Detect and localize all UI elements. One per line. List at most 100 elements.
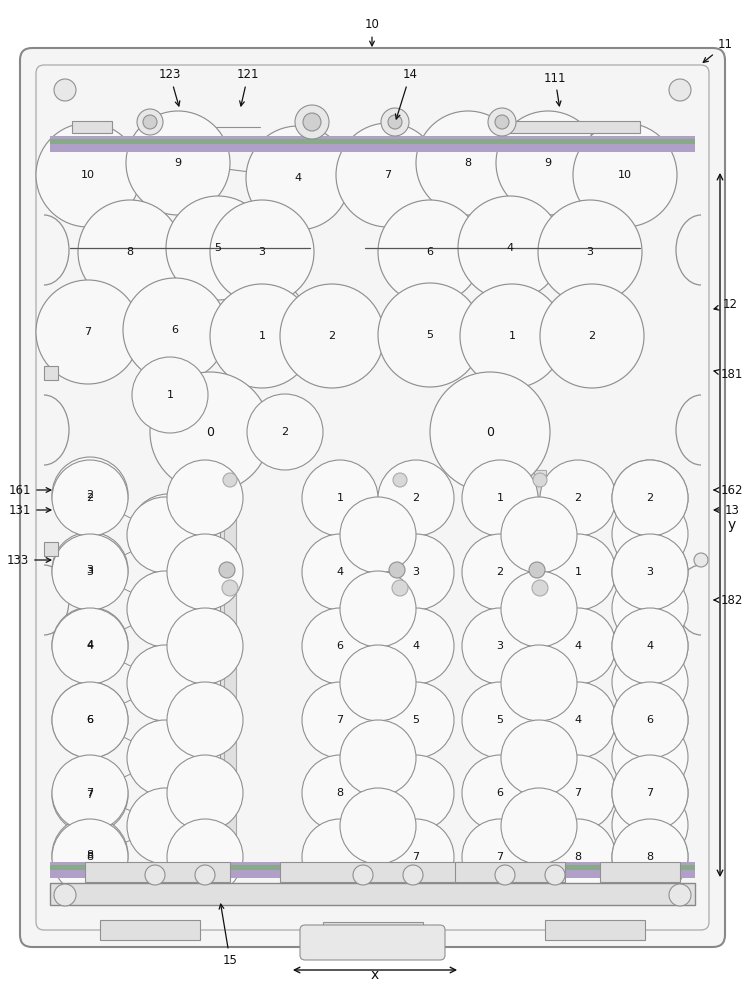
Circle shape xyxy=(378,755,454,831)
Text: 4: 4 xyxy=(507,243,513,253)
Circle shape xyxy=(540,755,616,831)
Circle shape xyxy=(195,865,215,885)
Circle shape xyxy=(430,372,550,492)
Circle shape xyxy=(210,200,314,304)
Text: 2: 2 xyxy=(647,493,653,503)
Text: 0: 0 xyxy=(206,426,214,438)
Circle shape xyxy=(378,283,482,387)
Circle shape xyxy=(540,682,616,758)
Bar xyxy=(545,920,645,940)
Text: 3: 3 xyxy=(86,565,94,575)
Circle shape xyxy=(52,457,128,533)
Text: 7: 7 xyxy=(84,327,92,337)
Text: 1: 1 xyxy=(574,567,582,577)
Circle shape xyxy=(127,788,203,864)
Circle shape xyxy=(612,819,688,895)
Circle shape xyxy=(295,105,329,139)
Circle shape xyxy=(52,534,128,610)
Circle shape xyxy=(496,111,600,215)
Circle shape xyxy=(302,682,378,758)
Circle shape xyxy=(167,755,243,831)
Circle shape xyxy=(52,460,128,536)
Text: 4: 4 xyxy=(86,641,94,651)
Text: 161: 161 xyxy=(9,484,51,496)
Circle shape xyxy=(378,460,454,536)
Text: 8: 8 xyxy=(86,850,94,860)
Circle shape xyxy=(612,755,688,831)
Text: 8: 8 xyxy=(574,852,582,862)
Circle shape xyxy=(612,819,688,895)
Circle shape xyxy=(247,394,323,470)
Circle shape xyxy=(612,608,688,684)
Text: 7: 7 xyxy=(337,715,343,725)
Text: 1: 1 xyxy=(509,331,516,341)
Circle shape xyxy=(462,460,538,536)
Circle shape xyxy=(126,111,230,215)
Text: 4: 4 xyxy=(574,715,582,725)
Text: 7: 7 xyxy=(647,788,653,798)
Circle shape xyxy=(132,357,208,433)
Bar xyxy=(50,862,695,865)
Bar xyxy=(100,920,200,940)
Text: 8: 8 xyxy=(647,852,653,862)
Circle shape xyxy=(501,720,577,796)
Circle shape xyxy=(302,608,378,684)
Text: 8: 8 xyxy=(464,158,472,168)
Circle shape xyxy=(52,608,128,684)
Circle shape xyxy=(669,884,691,906)
Circle shape xyxy=(612,496,688,572)
Text: 6: 6 xyxy=(86,715,94,725)
Circle shape xyxy=(545,865,565,885)
Circle shape xyxy=(36,280,140,384)
Text: 131: 131 xyxy=(9,504,51,516)
Circle shape xyxy=(378,819,454,895)
Text: 10: 10 xyxy=(618,170,632,180)
Text: 4: 4 xyxy=(413,641,419,651)
Bar xyxy=(390,470,404,860)
Circle shape xyxy=(540,460,616,536)
Text: 7: 7 xyxy=(86,790,94,800)
Circle shape xyxy=(52,819,128,895)
Text: 1: 1 xyxy=(496,493,504,503)
Text: 11: 11 xyxy=(703,38,732,62)
Text: 8: 8 xyxy=(86,852,94,862)
Circle shape xyxy=(130,644,206,720)
Circle shape xyxy=(130,787,206,863)
Circle shape xyxy=(529,562,545,578)
Text: 2: 2 xyxy=(574,493,582,503)
Circle shape xyxy=(280,284,384,388)
Text: 9: 9 xyxy=(545,158,551,168)
Circle shape xyxy=(150,372,270,492)
Circle shape xyxy=(462,608,538,684)
Circle shape xyxy=(130,719,206,795)
Circle shape xyxy=(501,788,577,864)
Text: 6: 6 xyxy=(337,641,343,651)
Bar xyxy=(510,121,640,133)
Circle shape xyxy=(538,200,642,304)
Text: 4: 4 xyxy=(647,641,653,651)
Text: 1: 1 xyxy=(259,331,265,341)
Text: 3: 3 xyxy=(259,247,265,257)
Circle shape xyxy=(340,645,416,721)
Circle shape xyxy=(167,460,243,536)
Circle shape xyxy=(460,284,564,388)
Text: 121: 121 xyxy=(237,68,259,106)
Text: 3: 3 xyxy=(413,567,419,577)
Circle shape xyxy=(167,608,243,684)
Text: 7: 7 xyxy=(384,170,392,180)
Circle shape xyxy=(54,79,76,101)
Circle shape xyxy=(353,865,373,885)
Circle shape xyxy=(488,108,516,136)
Circle shape xyxy=(378,608,454,684)
Circle shape xyxy=(540,819,616,895)
Text: 2: 2 xyxy=(329,331,335,341)
Bar xyxy=(600,862,680,882)
Circle shape xyxy=(501,571,577,647)
Text: 12: 12 xyxy=(714,298,738,312)
Text: 2: 2 xyxy=(496,567,504,577)
Text: 15: 15 xyxy=(219,904,238,966)
Text: 182: 182 xyxy=(714,593,744,606)
Text: 162: 162 xyxy=(714,484,744,496)
Circle shape xyxy=(501,645,577,721)
Bar xyxy=(44,366,58,380)
